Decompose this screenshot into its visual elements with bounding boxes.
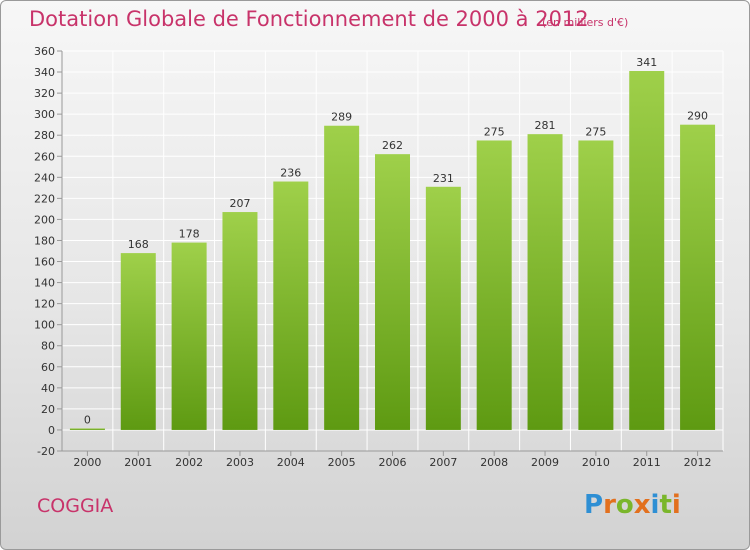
logo-letter: i (650, 490, 660, 520)
chart-unit: (en milliers d'€) (542, 16, 629, 29)
y-tick-label: 160 (34, 256, 55, 269)
logo-letter: i (671, 490, 681, 520)
bar-2002 (171, 242, 207, 430)
x-tick-label-2008: 2008 (480, 456, 508, 469)
bar-2003 (222, 212, 258, 430)
x-tick-label-2011: 2011 (633, 456, 661, 469)
bar-2012 (680, 124, 716, 430)
data-label-2010: 275 (585, 125, 606, 138)
y-tick-label: 240 (34, 171, 55, 184)
y-tick-label: 300 (34, 108, 55, 121)
bar-2006 (375, 154, 410, 430)
data-label-2004: 236 (280, 167, 301, 180)
y-tick-label: 100 (34, 319, 55, 332)
x-tick-label-2001: 2001 (124, 456, 152, 469)
data-label-2012: 290 (687, 110, 708, 123)
bar-2011 (629, 71, 665, 430)
bar-2005 (324, 125, 360, 430)
data-label-2008: 275 (484, 125, 505, 138)
bar-2000 (69, 428, 105, 430)
bar-2009 (527, 134, 563, 430)
x-tick-label-2012: 2012 (684, 456, 712, 469)
x-tick-label-2010: 2010 (582, 456, 610, 469)
data-label-2007: 231 (433, 172, 454, 185)
y-tick-label: 260 (34, 150, 55, 163)
y-tick-label: 80 (41, 340, 55, 353)
bar-2008 (476, 140, 512, 430)
labels: 0 168 178 207 236 289 262 231 275 281 275 341 290 (84, 56, 708, 426)
x-tick-label-2005: 2005 (328, 456, 356, 469)
logo-letter: P (584, 490, 604, 520)
y-tick-label: 40 (41, 382, 55, 395)
data-label-2009: 281 (535, 119, 556, 132)
bar-2010 (578, 140, 614, 430)
bar-2004 (273, 181, 309, 430)
axes: -20 0 20 40 60 80 100 120 140 160 180 200 220 240 260 2… (34, 45, 723, 469)
proxiti-logo[interactable]: Proxiti (584, 490, 681, 520)
chart-title: Dotation Globale de Fonctionnement de 20… (29, 7, 589, 31)
y-tick-label: -20 (37, 445, 55, 458)
y-tick-label: 140 (34, 277, 55, 290)
data-label-2003: 207 (229, 197, 250, 210)
data-label-2006: 262 (382, 139, 403, 152)
y-tick-label: 220 (34, 192, 55, 205)
y-tick-label: 320 (34, 87, 55, 100)
logo-letter: o (615, 490, 634, 520)
bar-2001 (120, 253, 156, 430)
y-tick-label: 360 (34, 45, 55, 58)
x-tick-label-2003: 2003 (226, 456, 254, 469)
y-tick-label: 180 (34, 234, 55, 247)
x-tick-label-2007: 2007 (429, 456, 457, 469)
x-tick-label-2002: 2002 (175, 456, 203, 469)
y-tick-label: 340 (34, 66, 55, 79)
y-tick-label: 200 (34, 213, 55, 226)
x-tick-label-2006: 2006 (379, 456, 407, 469)
x-tick-label-2004: 2004 (277, 456, 305, 469)
logo-letter: t (659, 490, 672, 520)
data-label-2000: 0 (84, 413, 91, 426)
y-tick-label: 120 (34, 298, 55, 311)
data-label-2011: 341 (636, 56, 657, 69)
y-tick-label: 0 (48, 424, 55, 437)
data-label-2005: 289 (331, 111, 352, 124)
data-label-2001: 168 (128, 238, 149, 251)
data-label-2002: 178 (179, 228, 200, 241)
bar-2007 (425, 186, 461, 430)
commune-name: COGGIA (37, 495, 114, 517)
bars (69, 71, 716, 430)
x-tick-label-2000: 2000 (73, 456, 101, 469)
logo-letter: x (633, 490, 651, 520)
y-tick-label: 280 (34, 129, 55, 142)
y-tick-label: 20 (41, 403, 55, 416)
y-tick-label: 60 (41, 361, 55, 374)
x-tick-label-2009: 2009 (531, 456, 559, 469)
logo-letter: r (603, 490, 616, 520)
